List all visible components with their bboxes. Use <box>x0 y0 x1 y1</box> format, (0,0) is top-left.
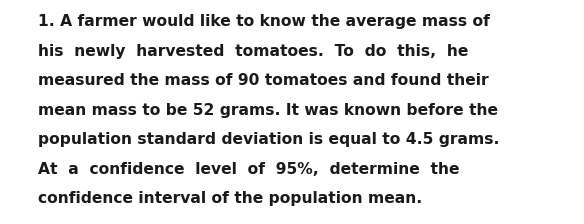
Text: confidence interval of the population mean.: confidence interval of the population me… <box>38 191 422 206</box>
Text: mean mass to be 52 grams. It was known before the: mean mass to be 52 grams. It was known b… <box>38 103 498 118</box>
Text: 1. A farmer would like to know the average mass of: 1. A farmer would like to know the avera… <box>38 14 490 29</box>
Text: his  newly  harvested  tomatoes.  To  do  this,  he: his newly harvested tomatoes. To do this… <box>38 43 468 58</box>
Text: population standard deviation is equal to 4.5 grams.: population standard deviation is equal t… <box>38 132 499 147</box>
Text: At  a  confidence  level  of  95%,  determine  the: At a confidence level of 95%, determine … <box>38 162 460 177</box>
Text: measured the mass of 90 tomatoes and found their: measured the mass of 90 tomatoes and fou… <box>38 73 489 88</box>
